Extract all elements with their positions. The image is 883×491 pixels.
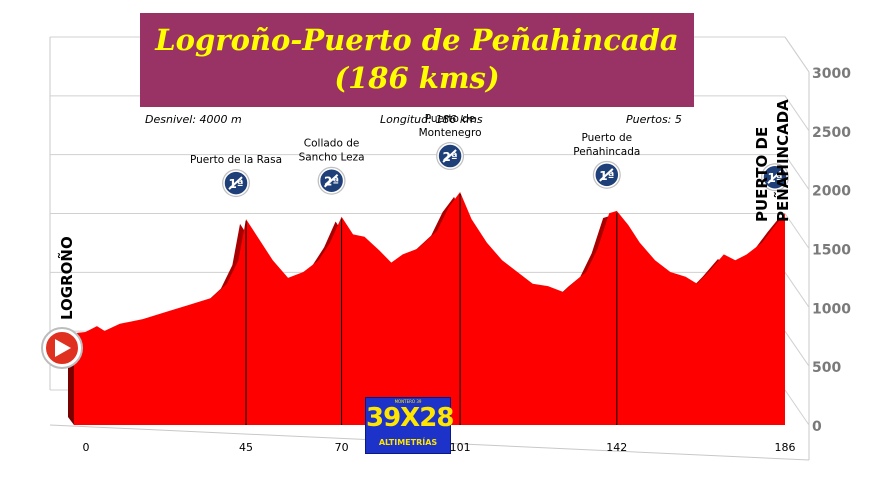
category-badge-icon: 2ª <box>317 166 346 195</box>
x-tick-label: 0 <box>83 441 90 454</box>
brand-logo: MONTERO 39 39X28 ALTIMETRÍAS <box>365 397 454 454</box>
category-badge-icon: 1ª <box>761 163 789 192</box>
x-tick-label: 101 <box>450 441 471 454</box>
gridline-depth-1000 <box>784 272 810 308</box>
chart-title: Logroño-Puerto de Peñahincada <box>155 23 679 57</box>
start-label: LOGROÑO <box>57 236 76 320</box>
brand-logo-bottom: ALTIMETRÍAS <box>378 438 438 447</box>
climb-names: Puerto de la Rasa Collado de Sancho Leza Pu… <box>190 113 640 166</box>
gridline-depth-1500 <box>784 213 810 249</box>
stat-desnivel: Desnivel: 4000 m <box>145 113 242 126</box>
y-tick-label: 2500 <box>812 125 851 141</box>
x-tick-label: 142 <box>606 441 627 454</box>
gridline-depth-2500 <box>784 95 810 132</box>
x-tick-label: 45 <box>239 441 253 454</box>
category-badge-icon: 1ª <box>592 160 621 189</box>
gridline-depth-500 <box>784 330 810 367</box>
category-badge-icon: 1ª <box>222 169 251 198</box>
x-tick-label: 186 <box>775 441 796 454</box>
end-label: PUERTO DE PEÑAHINCADA <box>753 99 792 222</box>
climb-name: Puerto de Montenegro <box>419 113 482 139</box>
y-tick-label: 2000 <box>812 184 851 200</box>
stat-puertos: Puertos: 5 <box>626 113 682 126</box>
climb-lines <box>245 194 618 425</box>
y-tick-label: 1500 <box>812 243 851 259</box>
category-badge-icon: 2ª <box>436 142 465 171</box>
chart-subtitle: (186 kms) <box>334 61 500 95</box>
category-badge-label: 1ª <box>767 171 782 185</box>
x-tick-label: 70 <box>335 441 349 454</box>
category-badge-label: 2ª <box>324 175 339 189</box>
elevation-profile <box>68 192 785 425</box>
title-banner: Logroño-Puerto de Peñahincada (186 kms) <box>140 13 694 107</box>
gridline-depth-3000 <box>784 36 810 73</box>
climb-name: Puerto de Peñahincada <box>573 132 640 158</box>
start-town-label: LOGROÑO <box>57 236 76 320</box>
x-tick-labels: 0 45 70 101 142 186 <box>83 441 796 454</box>
gridline-depth-0 <box>784 389 810 426</box>
category-badge-label: 1ª <box>228 177 243 191</box>
end-label-line1: PUERTO DE <box>753 127 771 222</box>
start-arrow-icon <box>41 327 83 369</box>
climb-name: Puerto de la Rasa <box>190 154 282 166</box>
gridline-depth-2000 <box>784 154 810 190</box>
y-tick-label: 0 <box>812 419 822 435</box>
brand-logo-main: 39X28 <box>366 403 454 433</box>
category-badge-label: 1ª <box>599 169 614 183</box>
brand-logo-top: MONTERO 39 <box>394 399 422 404</box>
category-badges: 1ª 2ª 2ª 1ª 1ª <box>222 142 789 198</box>
y-tick-label: 3000 <box>812 66 851 82</box>
y-tick-label: 1000 <box>812 301 851 317</box>
stat-longitud: Longitud: 186 kms <box>380 113 483 126</box>
end-label-line2: PEÑAHINCADA <box>773 99 792 222</box>
climb-name: Collado de Sancho Leza <box>299 138 365 164</box>
category-badge-label: 2ª <box>443 150 458 164</box>
y-tick-label: 500 <box>812 360 841 376</box>
y-tick-labels: 0 500 1000 1500 2000 2500 3000 <box>812 66 851 435</box>
profile-front <box>74 192 785 425</box>
